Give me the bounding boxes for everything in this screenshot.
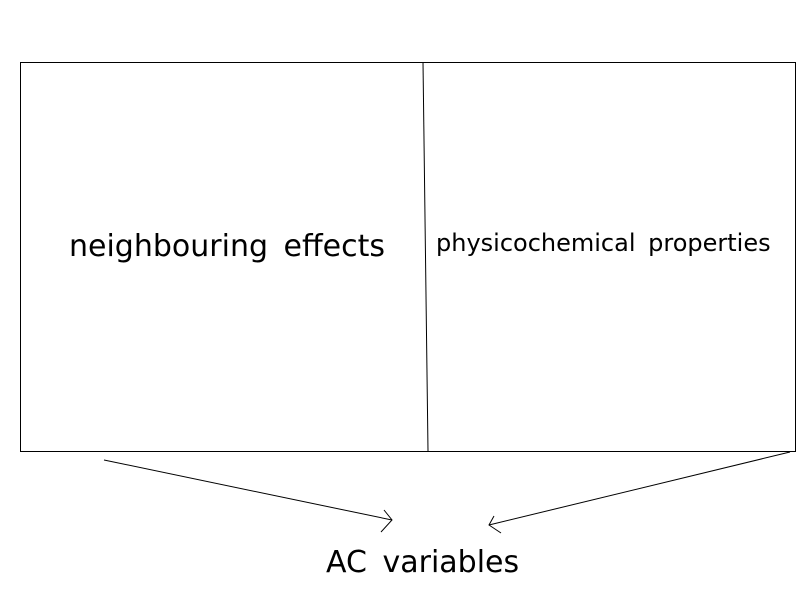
box-divider: [422, 61, 429, 452]
left-arrow-shaft: [103, 459, 393, 521]
outer-box: [20, 62, 796, 452]
neighbouring-effects-label: neighbouring effects: [69, 229, 386, 264]
physicochemical-properties-label: physicochemical properties: [436, 229, 771, 257]
left-arrowhead: [380, 509, 393, 533]
right-arrowhead: [488, 515, 502, 534]
right-arrow-shaft: [488, 451, 791, 526]
ac-variables-label: AC variables: [326, 545, 520, 580]
